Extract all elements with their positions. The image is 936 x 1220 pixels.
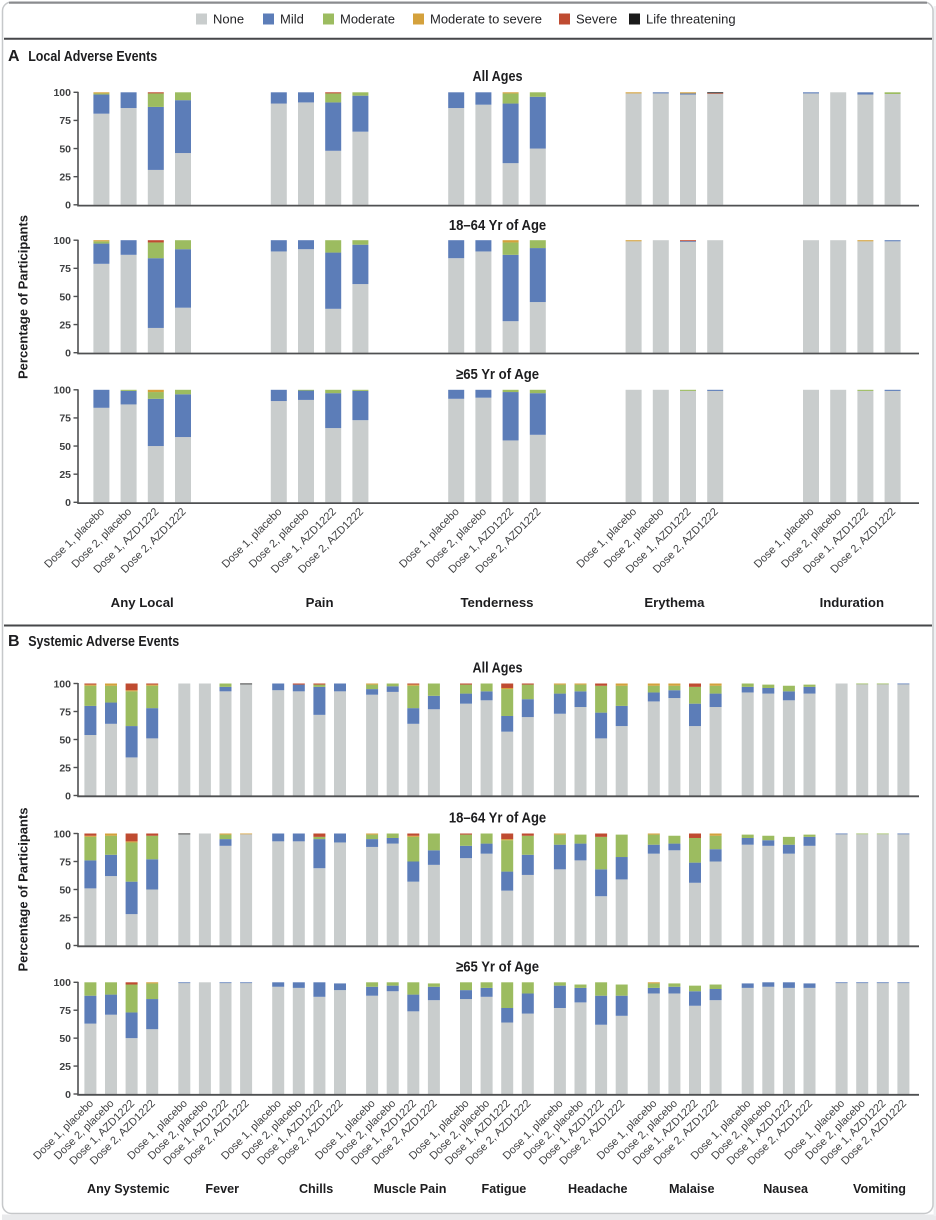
svg-text:25: 25 <box>59 319 71 331</box>
svg-text:50: 50 <box>59 291 71 303</box>
svg-text:Local Adverse Events: Local Adverse Events <box>28 48 157 65</box>
svg-text:Malaise: Malaise <box>669 1182 715 1196</box>
svg-text:Pain: Pain <box>306 595 334 610</box>
svg-text:Mild: Mild <box>280 11 304 26</box>
svg-text:75: 75 <box>59 413 71 425</box>
svg-text:75: 75 <box>59 263 71 275</box>
svg-text:Headache: Headache <box>568 1182 628 1196</box>
svg-text:Nausea: Nausea <box>763 1182 809 1196</box>
svg-text:25: 25 <box>59 762 71 774</box>
svg-text:0: 0 <box>65 200 71 212</box>
svg-text:100: 100 <box>53 87 71 99</box>
svg-text:Erythema: Erythema <box>644 595 705 610</box>
svg-text:75: 75 <box>59 115 71 127</box>
svg-text:100: 100 <box>53 678 71 690</box>
svg-text:Vomiting: Vomiting <box>853 1182 906 1196</box>
svg-text:0: 0 <box>65 1089 71 1101</box>
svg-text:Percentage of Participants: Percentage of Participants <box>16 215 31 379</box>
svg-text:50: 50 <box>59 143 71 155</box>
svg-text:50: 50 <box>59 441 71 453</box>
svg-text:Fatigue: Fatigue <box>482 1182 527 1196</box>
svg-text:25: 25 <box>59 1061 71 1073</box>
svg-text:0: 0 <box>65 497 71 509</box>
svg-text:≥65 Yr of Age: ≥65 Yr of Age <box>456 366 539 383</box>
svg-text:18–64 Yr of Age: 18–64 Yr of Age <box>449 810 546 827</box>
svg-text:Any Local: Any Local <box>111 595 174 610</box>
svg-text:50: 50 <box>59 1033 71 1045</box>
svg-text:Systemic Adverse Events: Systemic Adverse Events <box>28 633 179 650</box>
svg-text:Any Systemic: Any Systemic <box>87 1182 170 1196</box>
svg-text:0: 0 <box>65 940 71 952</box>
svg-text:25: 25 <box>59 912 71 924</box>
svg-text:75: 75 <box>59 856 71 868</box>
svg-text:Muscle Pain: Muscle Pain <box>374 1182 447 1196</box>
svg-text:100: 100 <box>53 828 71 840</box>
svg-text:Chills: Chills <box>299 1182 333 1196</box>
svg-text:0: 0 <box>65 790 71 802</box>
svg-text:≥65 Yr of Age: ≥65 Yr of Age <box>456 958 539 975</box>
svg-text:100: 100 <box>53 235 71 247</box>
svg-text:75: 75 <box>59 1005 71 1017</box>
svg-text:50: 50 <box>59 884 71 896</box>
svg-text:All Ages: All Ages <box>473 68 523 85</box>
svg-text:Life threatening: Life threatening <box>646 11 736 26</box>
svg-text:18–64 Yr of Age: 18–64 Yr of Age <box>449 217 546 234</box>
svg-text:B: B <box>8 633 20 650</box>
svg-text:Fever: Fever <box>205 1182 239 1196</box>
svg-text:Severe: Severe <box>576 11 617 26</box>
svg-text:Tenderness: Tenderness <box>460 595 533 610</box>
svg-text:Moderate to severe: Moderate to severe <box>430 11 542 26</box>
svg-text:50: 50 <box>59 734 71 746</box>
svg-text:Percentage of Participants: Percentage of Participants <box>16 808 31 972</box>
svg-text:100: 100 <box>53 977 71 989</box>
svg-text:0: 0 <box>65 348 71 360</box>
svg-text:A: A <box>8 48 20 65</box>
svg-text:Moderate: Moderate <box>340 11 395 26</box>
svg-text:75: 75 <box>59 706 71 718</box>
svg-text:All Ages: All Ages <box>473 660 523 677</box>
svg-text:100: 100 <box>53 385 71 397</box>
svg-text:25: 25 <box>59 469 71 481</box>
svg-text:25: 25 <box>59 171 71 183</box>
svg-text:Induration: Induration <box>820 595 884 610</box>
svg-text:None: None <box>213 11 244 26</box>
